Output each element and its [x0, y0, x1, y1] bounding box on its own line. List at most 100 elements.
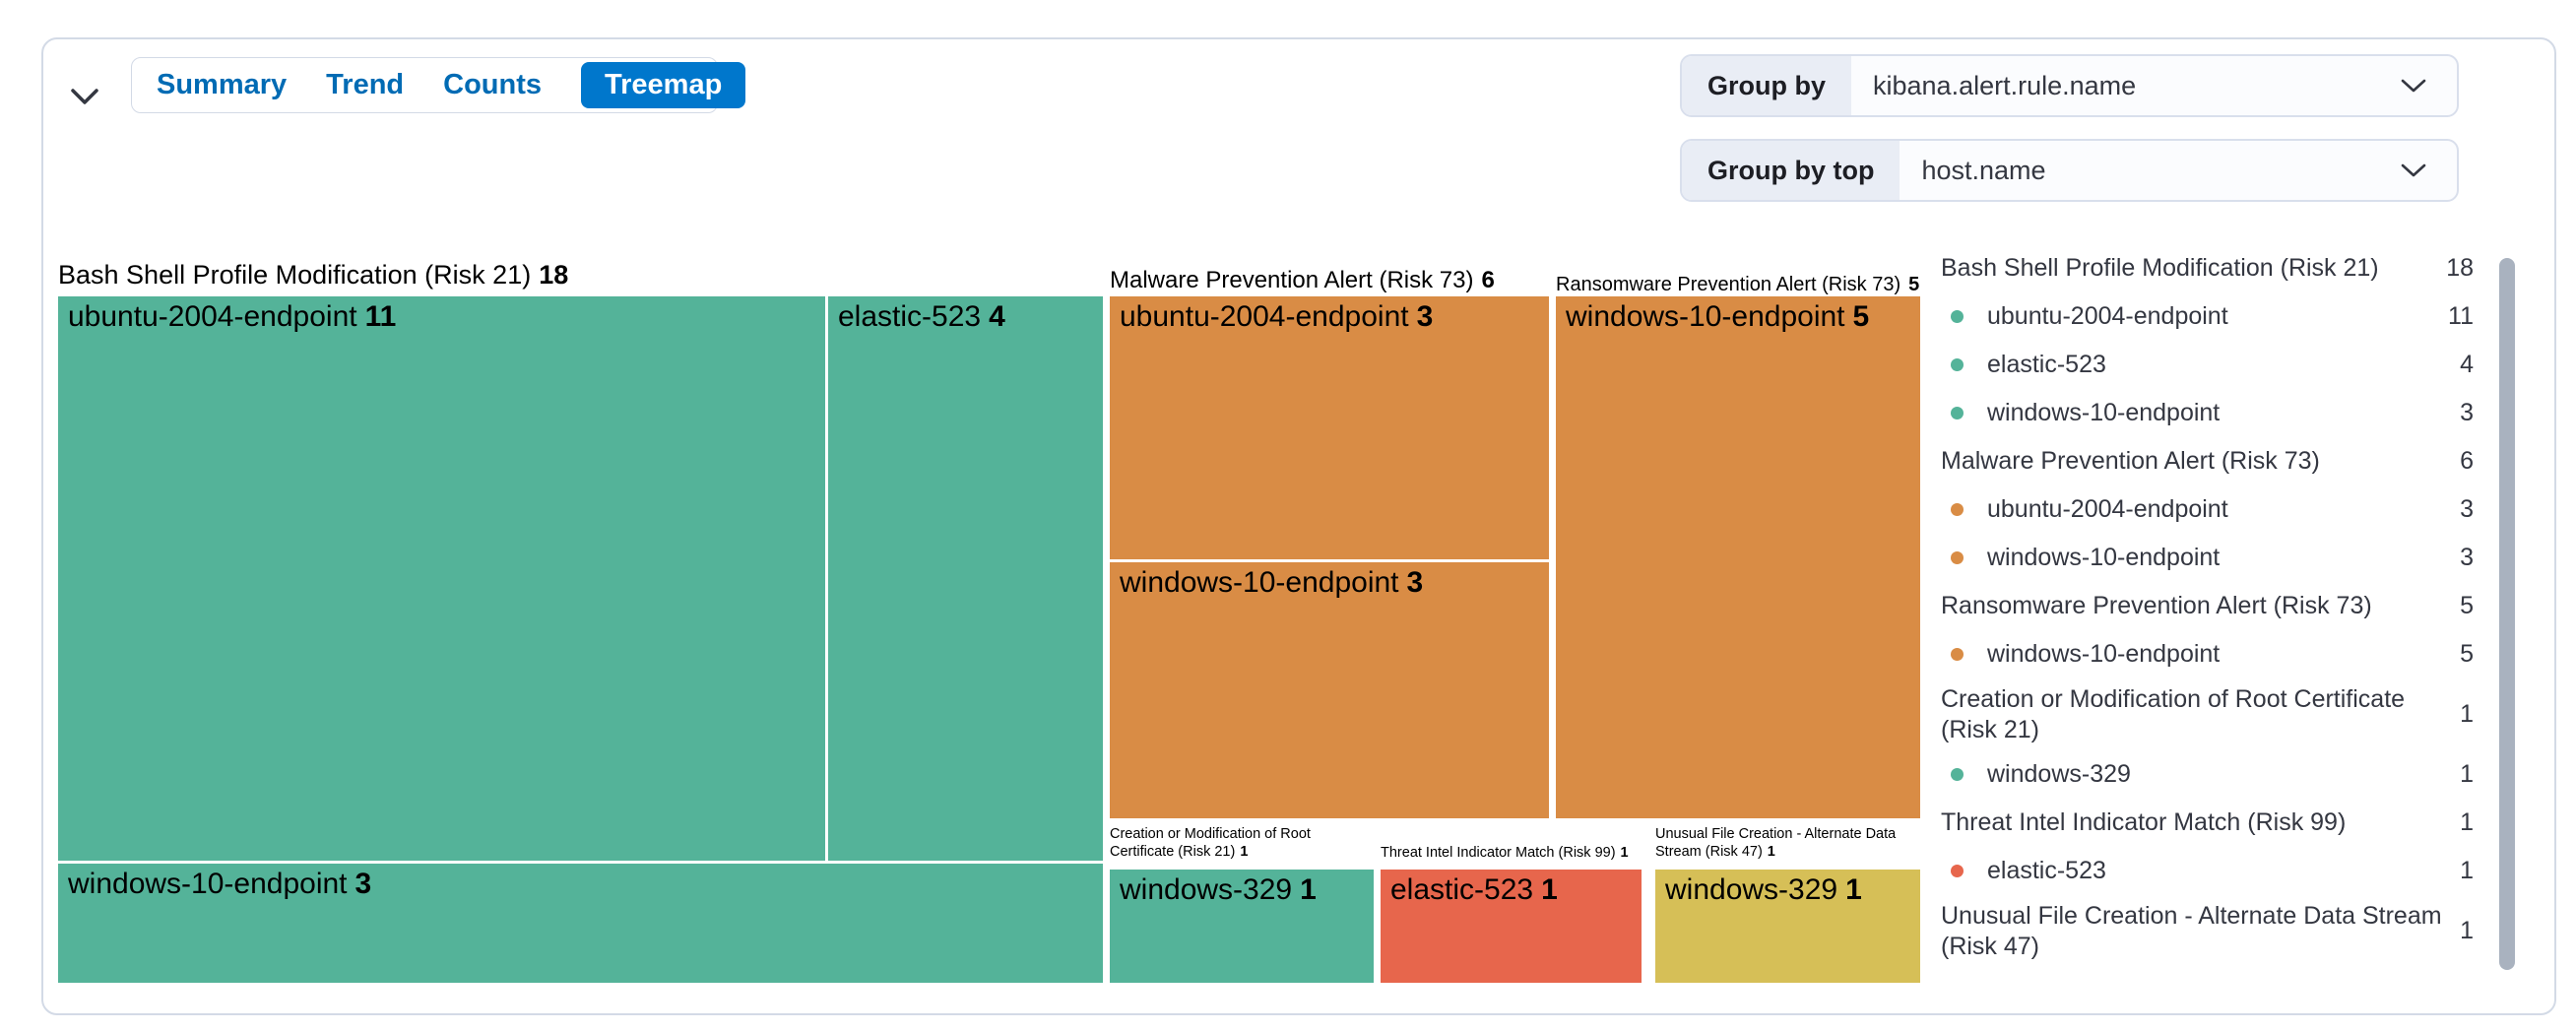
cell-count: 11 — [364, 300, 397, 333]
group-header-label: Bash Shell Profile Modification (Risk 21… — [58, 260, 532, 290]
legend-header-row[interactable]: Creation or Modification of Root Certifi… — [1941, 678, 2474, 750]
legend-item-row[interactable]: ubuntu-2004-endpoint 3 — [1941, 485, 2474, 534]
legend-header-row[interactable]: Ransomware Prevention Alert (Risk 73) 5 — [1941, 582, 2474, 630]
legend-count: 5 — [2460, 640, 2474, 668]
legend-count: 1 — [2460, 760, 2474, 788]
treemap-cell-ransomware-windows10[interactable]: windows-10-endpoint 5 — [1556, 296, 1920, 818]
legend-header-row[interactable]: Unusual File Creation - Alternate Data S… — [1941, 895, 2474, 967]
cell-label: elastic-523 4 — [838, 300, 1005, 334]
legend-count: 4 — [2460, 351, 2474, 378]
view-tab-group: Summary Trend Counts Treemap — [131, 57, 746, 113]
treemap-cell-bash-elastic[interactable]: elastic-523 4 — [828, 296, 1103, 861]
group-header-count: 18 — [539, 260, 569, 290]
cell-label: windows-10-endpoint 5 — [1566, 300, 1869, 334]
legend-label: Malware Prevention Alert (Risk 73) — [1941, 447, 2320, 475]
treemap-cell-malware-windows10[interactable]: windows-10-endpoint 3 — [1110, 562, 1549, 818]
tab-trend[interactable]: Trend — [326, 69, 405, 100]
legend-dot-icon — [1951, 358, 1964, 371]
group-by-value: kibana.alert.rule.name — [1873, 70, 2137, 100]
legend-label: elastic-523 — [1987, 857, 2106, 884]
cell-label: ubuntu-2004-endpoint 3 — [1120, 300, 1433, 334]
treemap-group-header-bash: Bash Shell Profile Modification (Risk 21… — [58, 259, 568, 292]
legend-label: windows-329 — [1987, 760, 2131, 788]
legend-count: 1 — [2460, 700, 2474, 728]
legend-item-row[interactable]: windows-10-endpoint 3 — [1941, 534, 2474, 582]
cell-count: 1 — [1541, 873, 1558, 906]
treemap-cell-bash-windows10[interactable]: windows-10-endpoint 3 — [58, 864, 1103, 983]
group-by-top-value: host.name — [1921, 155, 2046, 185]
legend-dot-icon — [1951, 768, 1964, 781]
group-header-label: Ransomware Prevention Alert (Risk 73) — [1556, 274, 1901, 295]
cell-count: 1 — [1845, 873, 1862, 906]
legend-dot-icon — [1951, 551, 1964, 564]
tab-counts[interactable]: Counts — [443, 69, 543, 100]
treemap-cell-malware-ubuntu[interactable]: ubuntu-2004-endpoint 3 — [1110, 296, 1549, 559]
legend-item-row[interactable]: elastic-523 4 — [1941, 341, 2474, 389]
treemap-cell-unusualfile-windows329[interactable]: windows-329 1 — [1655, 870, 1920, 983]
legend-count: 11 — [2448, 302, 2474, 330]
treemap-group-header-threat-intel: Threat Intel Indicator Match (Risk 99) 1 — [1381, 844, 1646, 862]
legend-label: Threat Intel Indicator Match (Risk 99) — [1941, 808, 2347, 836]
cell-label: ubuntu-2004-endpoint 11 — [68, 300, 396, 334]
legend-label: elastic-523 — [1987, 351, 2106, 378]
cell-host: windows-10-endpoint — [68, 868, 348, 900]
group-by-label: Group by — [1682, 56, 1851, 115]
legend-header-row[interactable]: Malware Prevention Alert (Risk 73) 6 — [1941, 437, 2474, 485]
legend-item-row[interactable]: elastic-523 1 — [1941, 847, 2474, 895]
legend-label: ubuntu-2004-endpoint — [1987, 302, 2228, 330]
cell-label: windows-329 1 — [1120, 873, 1317, 907]
legend-dot-icon — [1951, 310, 1964, 323]
legend-label: Creation or Modification of Root Certifi… — [1941, 684, 2406, 743]
legend-item-row[interactable]: windows-329 1 — [1941, 750, 2474, 799]
cell-host: windows-10-endpoint — [1120, 566, 1399, 599]
group-by-top-label: Group by top — [1682, 141, 1900, 200]
treemap-legend: Bash Shell Profile Modification (Risk 21… — [1941, 244, 2474, 967]
legend-label: windows-10-endpoint — [1987, 640, 2221, 668]
group-by-top-select[interactable]: Group by top host.name — [1680, 139, 2459, 202]
treemap-cell-bash-ubuntu[interactable]: ubuntu-2004-endpoint 11 — [58, 296, 825, 861]
cell-label: windows-10-endpoint 3 — [1120, 566, 1423, 600]
treemap-group-header-malware: Malware Prevention Alert (Risk 73) 6 — [1110, 266, 1495, 295]
legend-header-row[interactable]: Threat Intel Indicator Match (Risk 99) 1 — [1941, 799, 2474, 847]
collapse-button[interactable] — [63, 81, 106, 116]
cell-host: elastic-523 — [838, 300, 982, 333]
group-by-select[interactable]: Group by kibana.alert.rule.name — [1680, 54, 2459, 117]
legend-header-row[interactable]: Bash Shell Profile Modification (Risk 21… — [1941, 244, 2474, 292]
cell-host: elastic-523 — [1390, 873, 1534, 906]
legend-dot-icon — [1951, 865, 1964, 877]
legend-count: 1 — [2460, 857, 2474, 884]
select-chevron-down-icon — [2400, 56, 2457, 115]
cell-count: 3 — [354, 868, 372, 900]
legend-scrollbar[interactable] — [2499, 258, 2515, 970]
group-header-count: 6 — [1481, 267, 1495, 293]
group-header-count: 1 — [1620, 845, 1629, 861]
cell-label: elastic-523 1 — [1390, 873, 1558, 907]
cell-host: windows-10-endpoint — [1566, 300, 1845, 333]
group-header-count: 1 — [1767, 844, 1775, 861]
legend-item-row[interactable]: windows-10-endpoint 3 — [1941, 389, 2474, 437]
cell-count: 3 — [1406, 566, 1424, 599]
cell-host: windows-329 — [1120, 873, 1293, 906]
legend-count: 3 — [2460, 399, 2474, 426]
treemap-cell-rootcert-windows329[interactable]: windows-329 1 — [1110, 870, 1374, 983]
legend-item-row[interactable]: ubuntu-2004-endpoint 11 — [1941, 292, 2474, 341]
legend-count: 18 — [2446, 254, 2474, 282]
group-header-label: Threat Intel Indicator Match (Risk 99) — [1381, 845, 1616, 861]
treemap-cell-threatintel-elastic[interactable]: elastic-523 1 — [1381, 870, 1642, 983]
cell-host: ubuntu-2004-endpoint — [68, 300, 357, 333]
legend-count: 3 — [2460, 544, 2474, 571]
legend-count: 3 — [2460, 495, 2474, 523]
treemap-group-header-root-cert: Creation or Modification of Root Certifi… — [1110, 825, 1368, 861]
cell-host: ubuntu-2004-endpoint — [1120, 300, 1409, 333]
legend-item-row[interactable]: windows-10-endpoint 5 — [1941, 630, 2474, 678]
tab-treemap[interactable]: Treemap — [581, 62, 746, 108]
treemap-group-header-unusual-file: Unusual File Creation - Alternate Data S… — [1655, 825, 1913, 861]
select-chevron-down-icon — [2400, 141, 2457, 200]
cell-label: windows-10-endpoint 3 — [68, 868, 371, 901]
legend-label: Ransomware Prevention Alert (Risk 73) — [1941, 592, 2372, 619]
tab-summary[interactable]: Summary — [157, 69, 288, 100]
group-header-count: 1 — [1240, 844, 1249, 861]
legend-dot-icon — [1951, 407, 1964, 419]
cell-count: 4 — [989, 300, 1005, 333]
legend-label: windows-10-endpoint — [1987, 544, 2221, 571]
